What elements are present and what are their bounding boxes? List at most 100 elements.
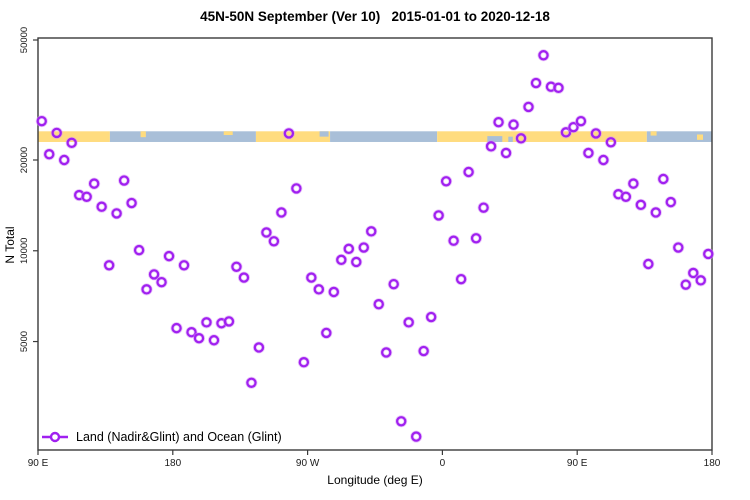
y-axis-tick-label: 50000 bbox=[19, 27, 30, 53]
data-point bbox=[553, 82, 564, 94]
legend-marker-icon bbox=[42, 431, 68, 442]
data-point bbox=[201, 317, 212, 328]
data-point bbox=[366, 226, 377, 237]
data-point bbox=[583, 147, 594, 159]
data-point bbox=[635, 199, 647, 211]
band-patch-land bbox=[650, 131, 657, 136]
data-point bbox=[673, 242, 684, 253]
data-point bbox=[530, 77, 542, 89]
data-point bbox=[403, 317, 414, 328]
data-point bbox=[575, 115, 587, 127]
legend-label: Land (Nadir&Glint) and Ocean (Glint) bbox=[76, 429, 282, 444]
data-point bbox=[96, 201, 107, 212]
data-point bbox=[343, 243, 354, 255]
x-axis-tick-label: 90 E bbox=[567, 458, 588, 469]
band-segment-land bbox=[437, 131, 647, 142]
data-point bbox=[373, 299, 384, 310]
data-point bbox=[680, 279, 691, 290]
data-point bbox=[66, 137, 77, 149]
data-point bbox=[126, 197, 137, 209]
data-point bbox=[560, 127, 572, 138]
band-segment-ocean bbox=[109, 131, 256, 142]
data-point bbox=[485, 141, 497, 152]
data-point bbox=[88, 178, 100, 189]
data-point bbox=[703, 248, 714, 260]
data-point bbox=[306, 272, 317, 283]
data-point bbox=[223, 316, 235, 327]
data-point bbox=[396, 416, 407, 427]
data-point bbox=[133, 244, 145, 256]
data-point bbox=[336, 254, 347, 266]
data-point bbox=[448, 235, 459, 246]
chart-title: 45N-50N September (Ver 10) 2015-01-01 to… bbox=[200, 9, 550, 24]
x-axis-tick-label: 180 bbox=[704, 458, 721, 469]
data-point bbox=[463, 166, 474, 178]
band-patch-ocean bbox=[319, 131, 329, 137]
data-point bbox=[291, 183, 302, 194]
data-point bbox=[658, 173, 669, 185]
band-patch-land bbox=[223, 131, 233, 136]
data-point bbox=[455, 273, 467, 285]
y-axis-label: N Total bbox=[3, 226, 17, 264]
data-point bbox=[598, 154, 609, 166]
data-point bbox=[410, 431, 422, 442]
data-point bbox=[433, 210, 444, 221]
data-point bbox=[141, 284, 152, 295]
data-point bbox=[253, 342, 265, 353]
data-point bbox=[231, 261, 242, 272]
data-point bbox=[313, 284, 325, 295]
data-point bbox=[620, 191, 632, 203]
data-point bbox=[628, 178, 639, 189]
band-patch-ocean bbox=[487, 136, 503, 142]
data-point bbox=[515, 133, 527, 144]
data-point bbox=[51, 127, 62, 139]
data-point bbox=[493, 116, 504, 128]
band-patch-ocean bbox=[508, 136, 513, 142]
data-point bbox=[523, 101, 534, 113]
x-axis-tick-label: 90 E bbox=[28, 458, 49, 469]
legend: Land (Nadir&Glint) and Ocean (Glint) bbox=[41, 429, 282, 444]
data-point bbox=[695, 275, 706, 286]
plot-border bbox=[37, 37, 713, 451]
data-point bbox=[81, 191, 92, 203]
data-point bbox=[118, 175, 130, 186]
data-point bbox=[688, 267, 699, 279]
y-axis-tick-label: 10000 bbox=[19, 238, 30, 264]
x-axis-tick-label: 0 bbox=[440, 458, 446, 469]
data-point bbox=[171, 322, 182, 334]
data-point bbox=[186, 327, 197, 338]
data-point bbox=[156, 276, 167, 288]
data-point bbox=[568, 121, 579, 133]
data-point bbox=[283, 128, 295, 139]
band-patch-land bbox=[697, 134, 704, 140]
data-point bbox=[193, 332, 205, 344]
band-segment-ocean bbox=[330, 131, 438, 142]
data-point bbox=[500, 147, 512, 159]
data-point bbox=[470, 233, 482, 244]
data-point bbox=[538, 50, 549, 61]
data-point bbox=[148, 269, 160, 280]
data-point bbox=[298, 357, 310, 368]
data-point bbox=[261, 227, 272, 238]
data-point bbox=[425, 311, 437, 323]
data-point bbox=[650, 207, 662, 218]
data-point bbox=[328, 286, 340, 298]
data-point bbox=[59, 154, 70, 166]
data-point bbox=[103, 260, 115, 271]
y-axis-tick-label: 20000 bbox=[19, 147, 30, 173]
data-point bbox=[440, 176, 452, 187]
data-point bbox=[36, 115, 47, 127]
data-point bbox=[590, 128, 602, 139]
data-point bbox=[208, 335, 220, 346]
band-patch-land bbox=[140, 131, 146, 138]
data-point bbox=[381, 347, 392, 358]
data-point bbox=[643, 258, 654, 270]
data-point bbox=[111, 208, 122, 219]
y-axis-tick-label: 5000 bbox=[19, 331, 30, 352]
data-point bbox=[388, 278, 399, 290]
band-segment-ocean bbox=[646, 131, 712, 142]
data-point bbox=[44, 149, 55, 160]
x-axis-tick-label: 180 bbox=[164, 458, 181, 469]
